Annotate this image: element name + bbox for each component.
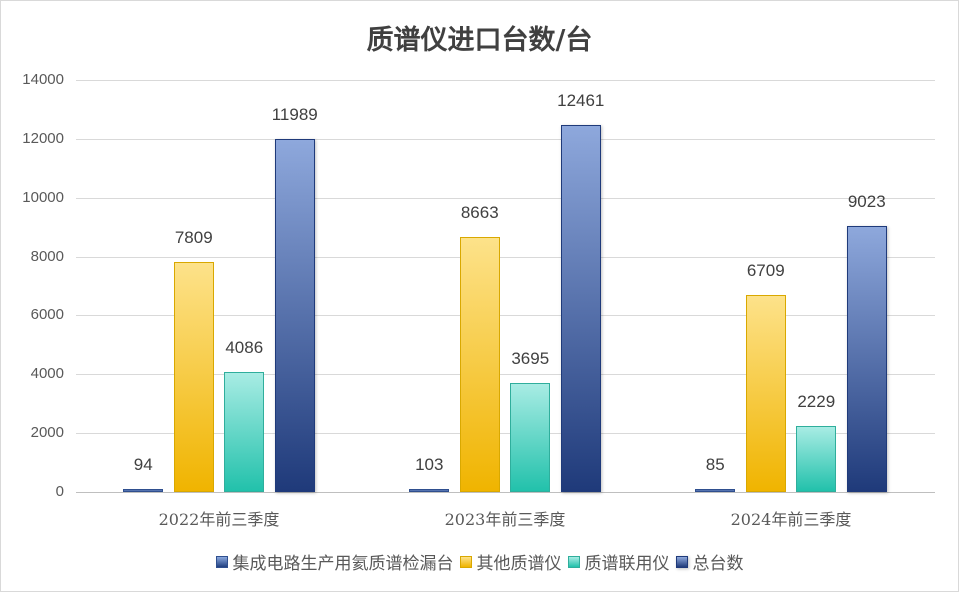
y-tick-label: 10000 — [22, 188, 64, 206]
gridline — [76, 374, 935, 376]
y-tick-label: 4000 — [30, 365, 64, 383]
data-label: 3695 — [511, 349, 550, 369]
gridline — [76, 256, 935, 258]
bar[interactable] — [796, 426, 837, 492]
legend-swatch-icon — [675, 555, 688, 568]
data-label: 2229 — [797, 392, 836, 412]
gridline — [76, 433, 935, 435]
legend-item[interactable]: 总台数 — [675, 549, 744, 574]
data-label: 85 — [705, 455, 725, 474]
y-tick-label: 0 — [55, 483, 64, 500]
legend-swatch-icon — [567, 555, 580, 568]
y-tick-label: 6000 — [30, 306, 64, 324]
bar[interactable] — [173, 262, 214, 492]
legend-item[interactable]: 其他质谱仪 — [459, 549, 562, 574]
y-tick-label: 12000 — [22, 129, 64, 147]
x-category-label: 2022年前三季度 — [158, 510, 280, 529]
gridline — [76, 138, 935, 140]
y-tick-label: 8000 — [30, 247, 64, 265]
gridline — [76, 197, 935, 199]
bar[interactable] — [745, 294, 786, 492]
data-label: 9023 — [847, 192, 886, 212]
legend-label: 集成电路生产用氦质谱检漏台 — [232, 554, 454, 574]
bar[interactable] — [560, 125, 601, 492]
bar[interactable] — [695, 489, 736, 492]
legend-label: 总台数 — [692, 554, 744, 574]
data-label: 11989 — [271, 105, 318, 125]
legend-label: 其他质谱仪 — [476, 554, 562, 574]
x-category-label: 2024年前三季度 — [730, 510, 852, 529]
data-label: 12461 — [557, 91, 605, 111]
data-label: 94 — [133, 455, 153, 474]
legend-item[interactable]: 质谱联用仪 — [567, 549, 670, 574]
legend-swatch-icon — [215, 555, 228, 568]
bar[interactable] — [846, 226, 887, 492]
x-axis-line — [76, 492, 935, 493]
legend-label: 质谱联用仪 — [584, 554, 670, 574]
legend-swatch-icon — [459, 555, 472, 568]
bar[interactable] — [409, 488, 450, 492]
chart-legend: 集成电路生产用氦质谱检漏台 其他质谱仪 质谱联用仪 总台数 — [0, 549, 959, 574]
bar[interactable] — [510, 383, 551, 492]
chart-title: 质谱仪进口台数/台 — [366, 25, 593, 56]
data-label: 8663 — [460, 203, 499, 223]
y-tick-label: 2000 — [30, 424, 64, 442]
data-label: 103 — [415, 454, 444, 474]
bar[interactable] — [123, 489, 164, 492]
bar[interactable] — [224, 371, 265, 492]
gridline — [76, 315, 935, 317]
x-category-label: 2023年前三季度 — [444, 510, 566, 529]
y-tick-label: 14000 — [22, 71, 64, 88]
bar[interactable] — [459, 237, 500, 492]
data-label: 7809 — [174, 228, 213, 248]
gridline — [76, 80, 935, 81]
legend-item[interactable]: 集成电路生产用氦质谱检漏台 — [215, 549, 454, 574]
bar[interactable] — [274, 139, 315, 492]
data-label: 6709 — [746, 260, 785, 280]
data-label: 4086 — [225, 337, 264, 357]
